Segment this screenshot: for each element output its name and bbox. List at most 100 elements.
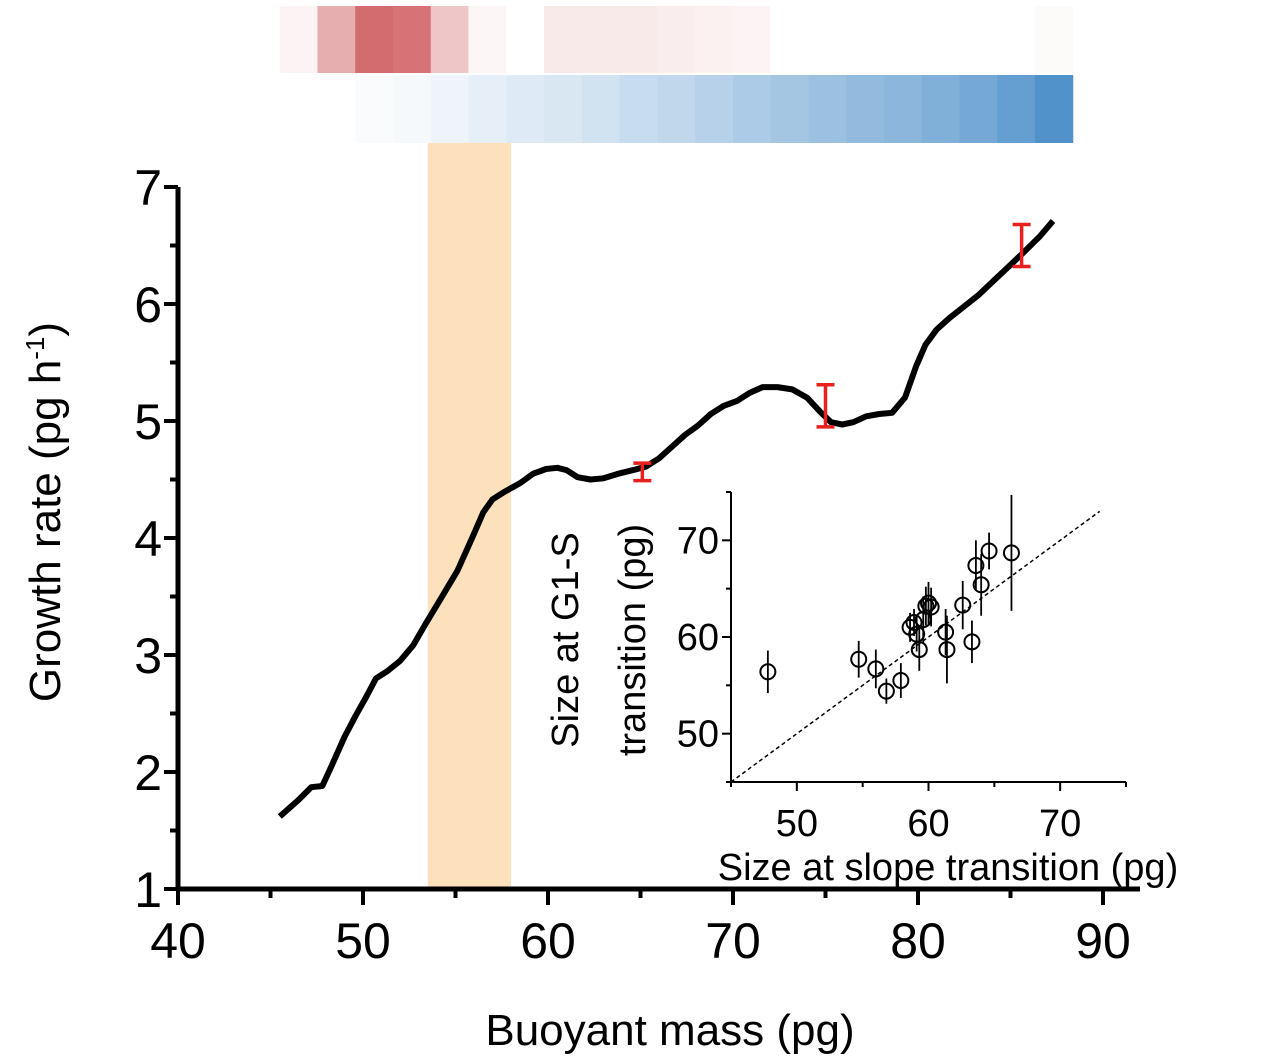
- heatmap-cell-blue-10: [733, 75, 772, 143]
- inset-point-6: [905, 608, 923, 637]
- inset-point-3: [877, 678, 895, 704]
- inset-point-marker: [967, 556, 985, 574]
- heatmap-cell-blue-16: [959, 75, 998, 143]
- main-error-bars: [633, 222, 1031, 483]
- main-x-axis-title: Buoyant mass (pg): [485, 1006, 854, 1055]
- inset-point-13: [937, 608, 955, 656]
- inset-y-tick-label: 70: [677, 520, 719, 562]
- heatmap-cell-blue-2: [431, 75, 470, 143]
- main-x-tick-label: 70: [705, 913, 761, 969]
- heatmap-cell-blue-6: [582, 75, 621, 143]
- inset-point-15: [954, 580, 972, 630]
- inset-point-16: [963, 620, 981, 664]
- heatmap-cell-blue-12: [808, 75, 847, 143]
- inset-point-20: [1002, 494, 1020, 611]
- inset-point-marker: [850, 650, 868, 668]
- heatmap-cell-blue-9: [695, 75, 734, 143]
- heatmap-cell-blue-5: [544, 75, 583, 143]
- inset-points: [759, 494, 1020, 704]
- heatmap-cell-blue-1: [393, 75, 432, 143]
- inset-point-marker: [892, 672, 910, 689]
- inset-point-marker: [867, 660, 885, 678]
- heatmap-cell-red-3: [392, 6, 432, 73]
- heatmap-cell-red-4: [430, 6, 470, 73]
- inset-point-1: [850, 640, 868, 678]
- inset-point-marker: [980, 542, 998, 560]
- main-y-tick-label: 6: [134, 277, 162, 333]
- heatmap-cell-red-19: [996, 6, 1036, 73]
- heatmap-cell-red-9: [619, 6, 658, 73]
- main-x-tick-label: 90: [1075, 913, 1131, 969]
- inset-point-14: [938, 615, 956, 684]
- inset-point-marker: [922, 598, 940, 616]
- heatmap-cell-red-20: [1034, 6, 1073, 73]
- inset-axes: 50 60 70 50 60 70: [677, 491, 1127, 845]
- heatmap-cell-red-10: [657, 6, 696, 73]
- heatmap-cell-red-8: [581, 6, 621, 73]
- heatmap-cell-red-11: [694, 6, 734, 73]
- error-bar-1: [816, 382, 835, 429]
- inset-point-2: [867, 649, 885, 689]
- inset-point-4: [892, 663, 910, 698]
- inset-point-marker: [963, 633, 981, 651]
- heatmap-strips: [279, 6, 1074, 143]
- heatmap-cell-blue-18: [1034, 75, 1074, 143]
- heatmap-cell-red-13: [770, 6, 809, 73]
- main-x-tick-label: 50: [335, 913, 391, 969]
- y-axis-title-superscript: -1: [20, 337, 50, 360]
- heatmap-cell-blue-7: [619, 75, 659, 143]
- inset-point-marker: [937, 623, 955, 641]
- inset-point-marker: [920, 594, 937, 612]
- main-y-tick-label: 7: [134, 160, 162, 216]
- heatmap-cell-blue-8: [657, 75, 696, 143]
- inset-point-19: [980, 532, 998, 570]
- inset-y-tick-label: 60: [677, 617, 719, 659]
- main-x-tick-label: 60: [520, 913, 576, 969]
- inset-point-12: [922, 587, 940, 627]
- heatmap-cell-blue-14: [883, 75, 923, 143]
- heatmap-cell-blue-13: [846, 75, 885, 143]
- inset-point-marker: [1002, 544, 1020, 562]
- inset-point-11: [920, 581, 937, 625]
- inset-diagonal-line: [730, 510, 1101, 783]
- main-y-tick-label: 3: [134, 628, 162, 684]
- inset-x-tick-label: 70: [1039, 803, 1081, 845]
- inset-x-tick-label: 60: [907, 803, 949, 845]
- y-axis-title-tail: ): [21, 322, 70, 337]
- inset-point-marker: [938, 641, 956, 659]
- heatmap-cell-red-5: [468, 6, 507, 73]
- heatmap-cell-blue-3: [468, 75, 508, 143]
- inset-point-marker: [972, 576, 990, 594]
- error-bar-2: [1012, 222, 1031, 269]
- inset-x-axis-title: Size at slope transition (pg): [718, 847, 1178, 889]
- heatmap-cell-red-12: [732, 6, 771, 73]
- main-y-axis-title: Growth rate (pg h-1): [20, 322, 70, 702]
- heatmap-cell-blue-4: [506, 75, 545, 143]
- y-axis-title-main: Growth rate (pg h: [21, 360, 70, 702]
- heatmap-cell-red-1: [317, 6, 356, 73]
- inset-y-axis-title-line1: Size at G1-S: [545, 532, 587, 747]
- main-y-tick-label: 5: [134, 394, 162, 450]
- inset-y-tick-label: 50: [677, 714, 719, 756]
- heatmap-cell-red-17: [921, 6, 960, 73]
- heatmap-cell-red-16: [883, 6, 922, 73]
- inset-point-marker: [905, 614, 923, 631]
- inset-point-marker: [910, 641, 928, 659]
- inset-point-18: [972, 553, 990, 616]
- main-axes: 40 50 60 70 80 90 1 2 3 4 5 6 7: [134, 160, 1140, 969]
- heatmap-cell-red-14: [808, 6, 847, 73]
- main-y-tick-label: 1: [134, 862, 162, 918]
- main-x-tick-label: 80: [890, 913, 946, 969]
- inset-point-8: [910, 628, 928, 671]
- inset-point-17: [967, 540, 985, 591]
- heatmap-cell-red-6: [506, 6, 545, 73]
- inset-y-axis-title-line2: transition (pg): [612, 524, 654, 756]
- inset-x-tick-label: 50: [776, 803, 818, 845]
- heatmap-cell-red-0: [279, 6, 319, 73]
- heatmap-cell-red-7: [543, 6, 583, 73]
- heatmap-cell-blue-15: [921, 75, 961, 143]
- inset-point-marker: [759, 663, 777, 681]
- main-y-tick-label: 2: [134, 745, 162, 801]
- inset-point-marker: [954, 596, 972, 614]
